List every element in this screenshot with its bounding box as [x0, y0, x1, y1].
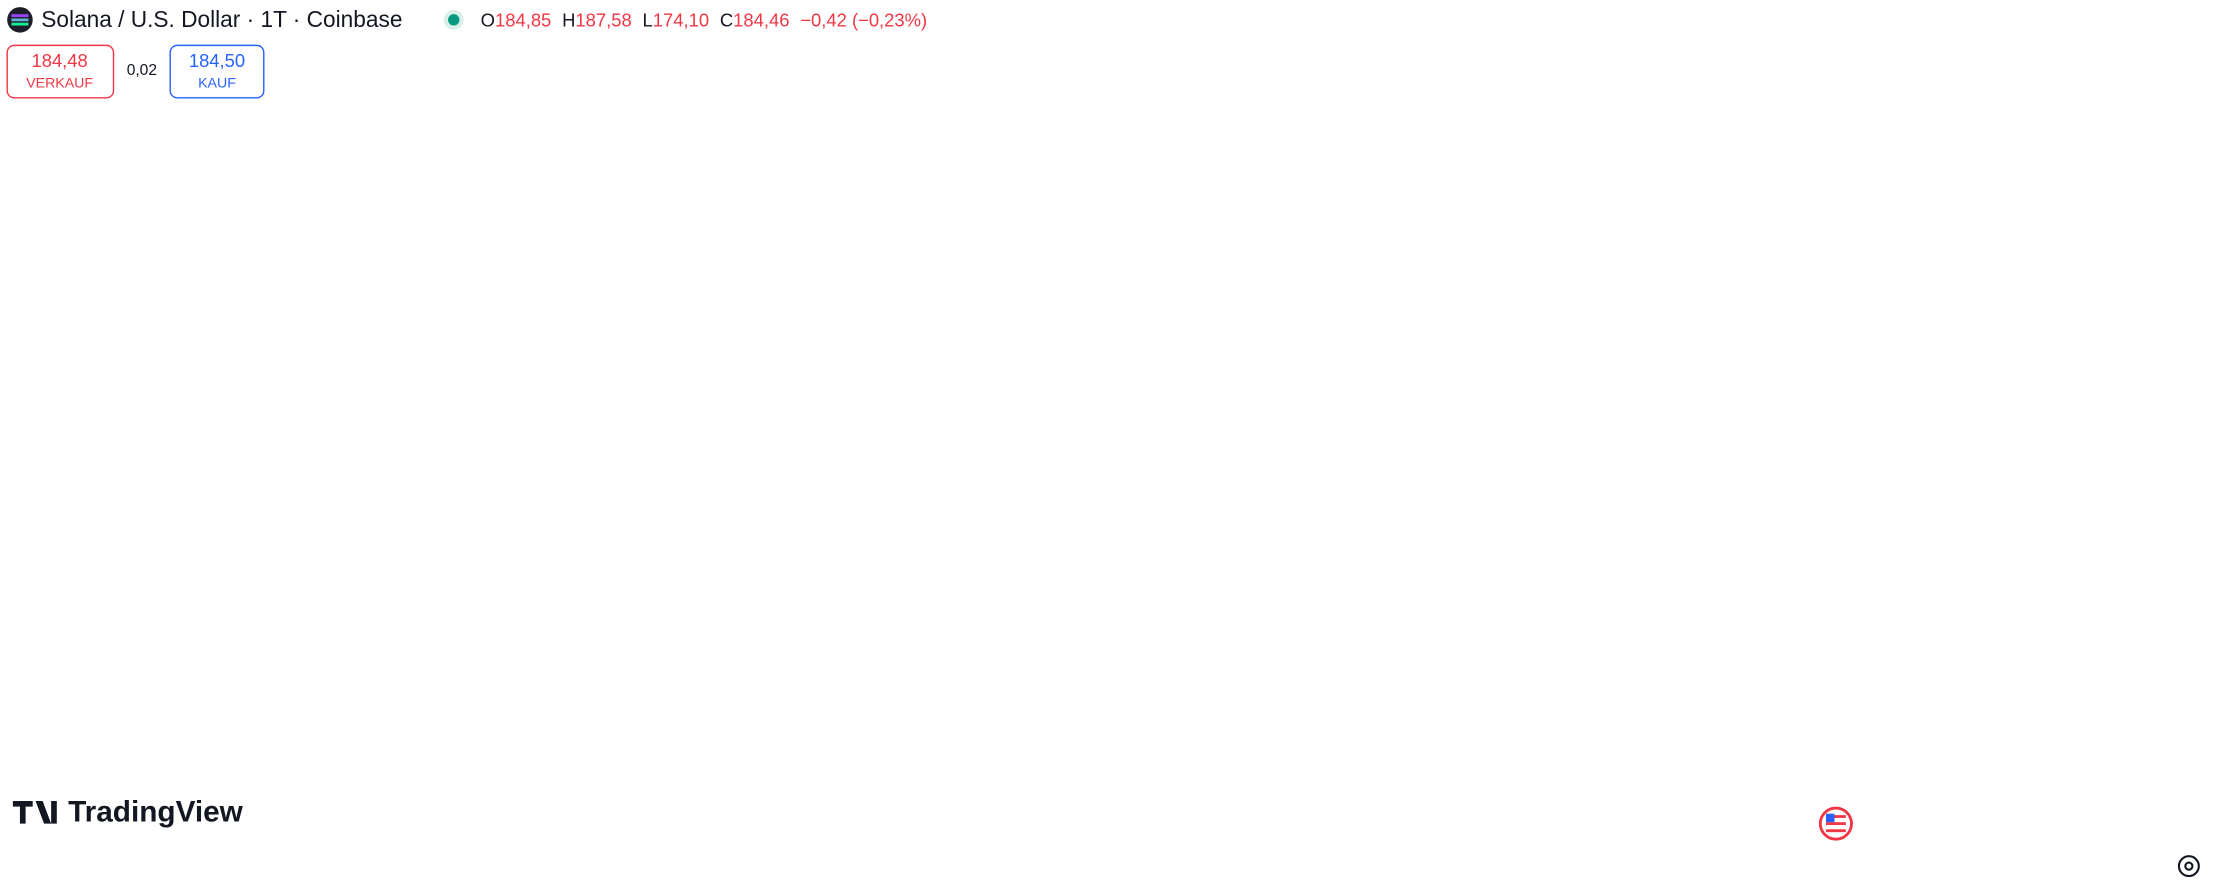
- spread: 0,02: [127, 62, 157, 79]
- buy-button[interactable]: [169, 44, 265, 99]
- ohlc-values: O184,85 H187,58 L174,10 C184,46 −0,42 (−…: [481, 9, 927, 30]
- sell-label: VERKAUF: [26, 75, 93, 91]
- ohlc-key: C: [720, 9, 733, 30]
- ohlc-value: 174,10: [653, 9, 709, 30]
- sell-button[interactable]: [6, 44, 115, 99]
- ohlc-key: L: [643, 9, 653, 30]
- ohlc-value: 184,46: [733, 9, 789, 30]
- brand-logo: [12, 800, 57, 824]
- settings-icon[interactable]: [2177, 855, 2200, 878]
- buy-price: 184,50: [189, 50, 245, 71]
- watermark: TradingView: [12, 796, 244, 829]
- flag-icon: [1818, 806, 1853, 841]
- ohlc-value: 184,85: [495, 9, 551, 30]
- buy-label: KAUF: [198, 75, 236, 91]
- logo-bar: [11, 14, 29, 18]
- gear-hub: [2184, 861, 2194, 871]
- logo-bar: [11, 22, 29, 26]
- flag-stripe: [1825, 815, 1846, 818]
- flag-stripe: [1825, 822, 1846, 826]
- ohlc-key: O: [481, 9, 495, 30]
- sell-price: 184,48: [31, 50, 87, 71]
- header: Solana / U.S. Dollar · 1T · Coinbase O18…: [6, 6, 927, 99]
- ohlc-key: H: [562, 9, 575, 30]
- logo-bar: [11, 18, 29, 22]
- ohlc-value: 187,58: [575, 9, 631, 30]
- gear[interactable]: [2177, 855, 2200, 878]
- flag-stripe: [1825, 829, 1846, 833]
- brand-name: TradingView: [68, 796, 244, 829]
- market-status-dot: [448, 14, 460, 26]
- change: −0,42 (−0,23%): [800, 9, 927, 30]
- flag-canton: [1825, 813, 1835, 823]
- symbol-title: Solana / U.S. Dollar · 1T · Coinbase: [41, 6, 402, 32]
